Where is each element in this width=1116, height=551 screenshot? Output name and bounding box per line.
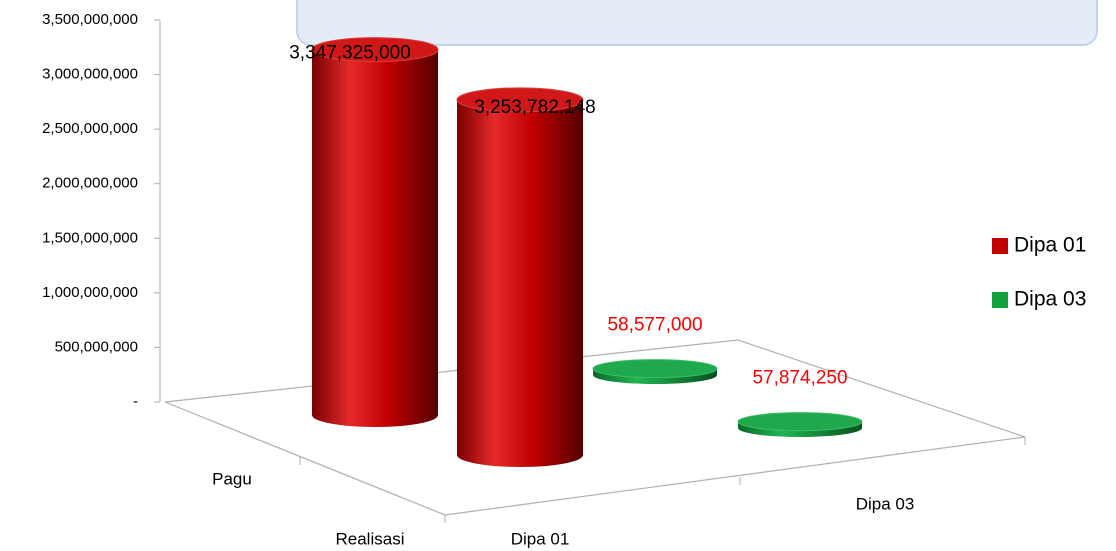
y-tick-label: 2,000,000,000 (42, 175, 138, 192)
legend-swatch (992, 238, 1008, 254)
y-tick-label: 3,000,000,000 (42, 66, 138, 83)
title-box (296, 0, 1098, 46)
cylinder-top (592, 359, 718, 379)
legend-label: Dipa 01 (1014, 234, 1086, 257)
y-tick-label: 3,500,000,000 (42, 11, 138, 28)
cylinder-top (311, 37, 439, 63)
value-label: 3,347,325,000 (289, 43, 411, 64)
x-tick-label: Dipa 01 (511, 529, 570, 548)
y-tick-label: 1,000,000,000 (42, 284, 138, 301)
value-label: 3,253,782,148 (474, 97, 596, 118)
cylinder-top (456, 87, 584, 113)
cylinder-body (312, 49, 438, 427)
value-label: 57,874,250 (752, 368, 847, 389)
cylinder-body (457, 99, 583, 467)
y-tick-label: - (133, 393, 138, 410)
y-tick-label: 1,500,000,000 (42, 229, 138, 246)
value-label: 58,577,000 (607, 315, 702, 336)
legend-label: Dipa 03 (1014, 288, 1086, 311)
depth-label: Realisasi (336, 529, 405, 548)
legend-swatch (992, 292, 1008, 308)
y-tick-label: 500,000,000 (55, 338, 138, 355)
cylinder-top (737, 412, 863, 432)
x-tick-label: Dipa 03 (856, 494, 915, 513)
y-tick-label: 2,500,000,000 (42, 120, 138, 137)
depth-label: Pagu (212, 469, 252, 488)
